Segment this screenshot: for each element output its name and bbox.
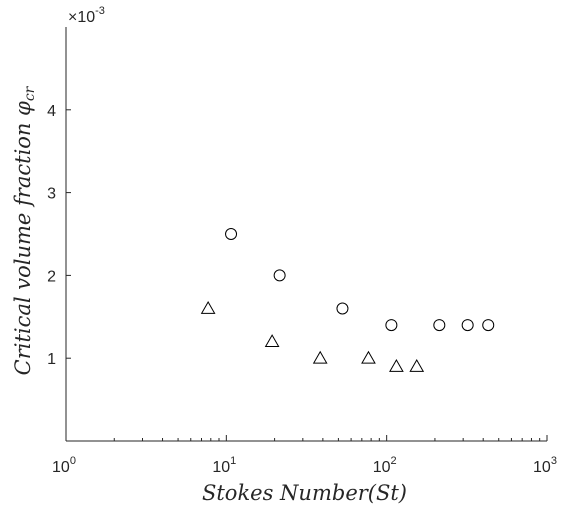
triangle-marker [200, 301, 216, 314]
y-multiplier-text: ×10-3 [68, 5, 105, 26]
y-tick-label: 1 [47, 351, 56, 368]
circle-marker [433, 319, 446, 332]
y-axis-title-main: Critical volume fraction φ [11, 101, 35, 376]
y-axis-title: Critical volume fraction φcr [11, 85, 38, 375]
x-axis-title: Stokes Number(St) [202, 481, 407, 505]
x-ticks: 100 101 102 103 [52, 435, 557, 476]
triangle-marker [312, 350, 328, 364]
triangle-marker [389, 358, 404, 372]
y-axis: 1 2 3 4 [47, 27, 71, 441]
circle-marker [461, 319, 474, 332]
x-tick-label: 102 [373, 455, 397, 476]
y-tick-label: 2 [47, 268, 56, 285]
data-markers [200, 228, 495, 372]
circle-marker [336, 302, 349, 315]
triangle-marker [264, 334, 280, 348]
y-ticks: 1 2 3 4 [47, 103, 71, 368]
triangle-marker [361, 350, 376, 364]
y-tick-label: 3 [47, 186, 56, 203]
circle-marker [482, 319, 495, 332]
x-tick-label: 100 [52, 455, 76, 476]
circle-marker [273, 269, 286, 282]
circle-marker [385, 319, 398, 332]
circle-marker [225, 228, 238, 240]
triangle-marker [409, 358, 425, 372]
x-tick-label: 101 [212, 455, 236, 476]
x-tick-label: 103 [533, 455, 557, 476]
y-scale-multiplier: ×10-3 [68, 5, 105, 26]
x-axis: 100 101 102 103 [52, 435, 557, 476]
y-tick-label: 4 [47, 103, 56, 120]
y-axis-title-subscript: cr [22, 85, 38, 101]
